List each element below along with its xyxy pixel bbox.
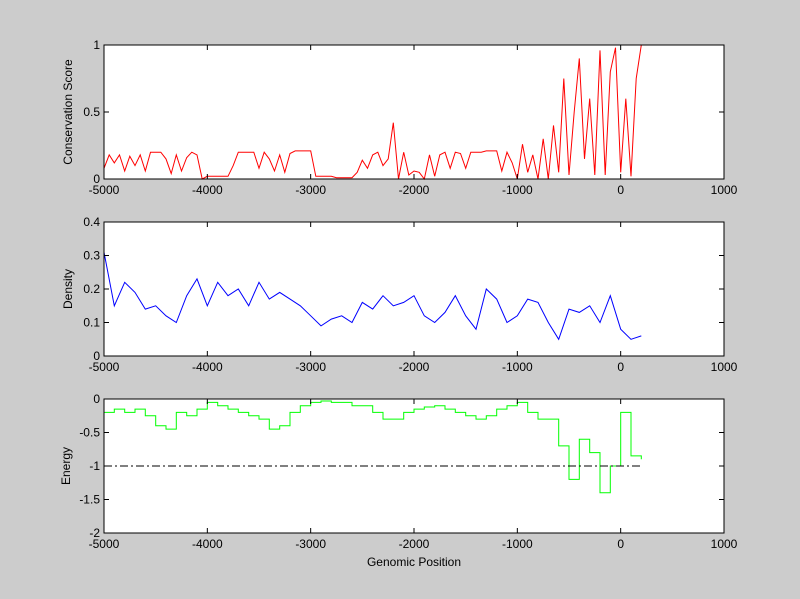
y-tick-label: 0.4	[83, 215, 100, 229]
subplot-3: -5000 -4000 -3000 -2000 -1000 0 1000 -2 -1.5 -1 -0…	[59, 392, 738, 569]
y-tick-label: 1	[93, 38, 100, 52]
y-tick-label: 0.5	[83, 105, 100, 119]
x-tick-label: -3000	[295, 183, 326, 197]
x-tick-label: -4000	[192, 183, 223, 197]
x-tick-label: -2000	[399, 183, 430, 197]
y-tick-label: -1.5	[79, 493, 100, 507]
y-tick-label: 0.1	[83, 316, 100, 330]
x-tick-label: -4000	[192, 537, 223, 551]
y-tick-label: -1	[89, 459, 100, 473]
y-tick-label: 0	[93, 349, 100, 363]
x-tick-label: 1000	[711, 360, 738, 374]
y-tick-label: -0.5	[79, 426, 100, 440]
y-axis-label: Energy	[59, 447, 73, 485]
x-tick-label: -5000	[89, 360, 120, 374]
y-tick-label: 0.2	[83, 282, 100, 296]
x-tick-label: -3000	[295, 360, 326, 374]
y-axis-label: Density	[61, 269, 75, 309]
y-tick-label: 0	[93, 172, 100, 186]
x-tick-label: -1000	[502, 183, 533, 197]
y-tick-label: 0	[93, 392, 100, 406]
plot-area	[104, 222, 724, 356]
plot-area	[104, 45, 724, 179]
x-tick-label: -4000	[192, 360, 223, 374]
y-tick-label: -2	[89, 526, 100, 540]
x-tick-label: -1000	[502, 537, 533, 551]
y-axis-label: Conservation Score	[61, 59, 75, 165]
x-tick-label: 1000	[711, 183, 738, 197]
x-tick-label: 0	[617, 537, 624, 551]
x-tick-label: -5000	[89, 183, 120, 197]
x-tick-label: -1000	[502, 360, 533, 374]
x-tick-label: -2000	[399, 360, 430, 374]
x-tick-label: 0	[617, 360, 624, 374]
x-tick-label: 0	[617, 183, 624, 197]
x-tick-label: -5000	[89, 537, 120, 551]
y-tick-label: 0.3	[83, 249, 100, 263]
x-tick-label: 1000	[711, 537, 738, 551]
subplot-1: -5000 -4000 -3000 -2000 -1000 0 1000 0 0.5 1 Conse…	[61, 38, 738, 197]
x-tick-label: -3000	[295, 537, 326, 551]
subplot-2: -5000 -4000 -3000 -2000 -1000 0 1000 0 0.1 0.2 0.3…	[61, 215, 738, 374]
x-tick-label: -2000	[399, 537, 430, 551]
x-axis-label: Genomic Position	[367, 555, 461, 569]
